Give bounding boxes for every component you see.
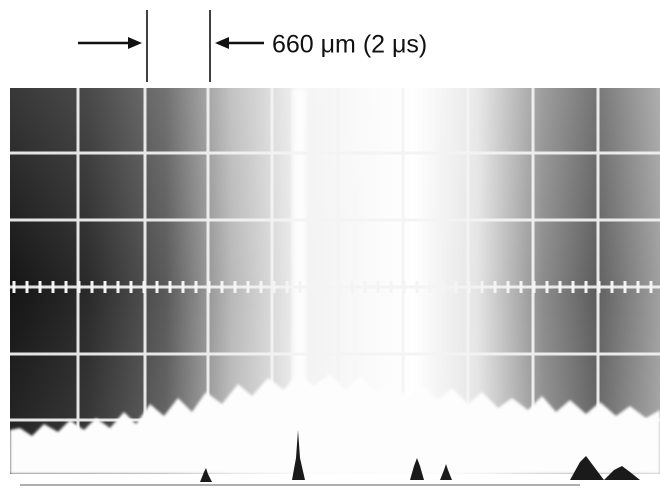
center-tick — [442, 281, 445, 293]
screen-bottom — [10, 474, 660, 492]
center-tick — [195, 281, 198, 293]
center-tick — [182, 281, 185, 293]
center-tick — [468, 281, 471, 293]
center-tick — [572, 281, 575, 293]
center-tick — [455, 281, 458, 293]
center-tick — [338, 281, 341, 293]
center-tick — [507, 281, 510, 293]
center-tick — [624, 281, 627, 293]
center-tick — [156, 281, 159, 293]
page: 660 μm (2 μs) (() => { const data = JSON… — [0, 0, 660, 492]
center-tick — [520, 281, 523, 293]
center-tick — [299, 281, 302, 293]
center-tick — [52, 281, 55, 293]
center-tick — [598, 281, 601, 293]
center-tick — [533, 281, 536, 293]
center-tick — [104, 281, 107, 293]
scale-label: 660 μm (2 μs) — [272, 31, 427, 59]
center-tick — [429, 281, 432, 293]
center-tick — [117, 281, 120, 293]
center-tick — [546, 281, 549, 293]
center-tick — [234, 281, 237, 293]
center-tick — [247, 281, 250, 293]
center-tick — [416, 281, 419, 293]
arrow-head — [215, 37, 229, 49]
center-tick — [286, 281, 289, 293]
center-tick — [312, 281, 315, 293]
center-tick — [143, 281, 146, 293]
center-tick — [130, 281, 133, 293]
oscilloscope-photo: 660 μm (2 μs) — [0, 0, 660, 492]
center-tick — [481, 281, 484, 293]
center-tick — [403, 281, 406, 293]
center-tick — [325, 281, 328, 293]
center-tick — [390, 281, 393, 293]
center-tick — [611, 281, 614, 293]
center-tick — [65, 281, 68, 293]
center-tick — [559, 281, 562, 293]
center-tick — [91, 281, 94, 293]
center-tick — [273, 281, 276, 293]
center-tick — [637, 281, 640, 293]
center-tick — [364, 281, 367, 293]
center-tick — [39, 281, 42, 293]
center-tick — [650, 281, 653, 293]
baseline-speckle — [20, 484, 580, 486]
center-tick — [78, 281, 81, 293]
center-tick — [585, 281, 588, 293]
center-tick — [208, 281, 211, 293]
center-tick — [221, 281, 224, 293]
center-tick — [26, 281, 29, 293]
scale-marker: 660 μm (2 μs) — [78, 10, 427, 82]
center-tick — [494, 281, 497, 293]
center-tick — [13, 281, 16, 293]
screen — [10, 88, 660, 492]
center-tick — [260, 281, 263, 293]
center-tick — [377, 281, 380, 293]
arrow-head — [128, 37, 142, 49]
center-tick — [169, 281, 172, 293]
center-tick — [351, 281, 354, 293]
